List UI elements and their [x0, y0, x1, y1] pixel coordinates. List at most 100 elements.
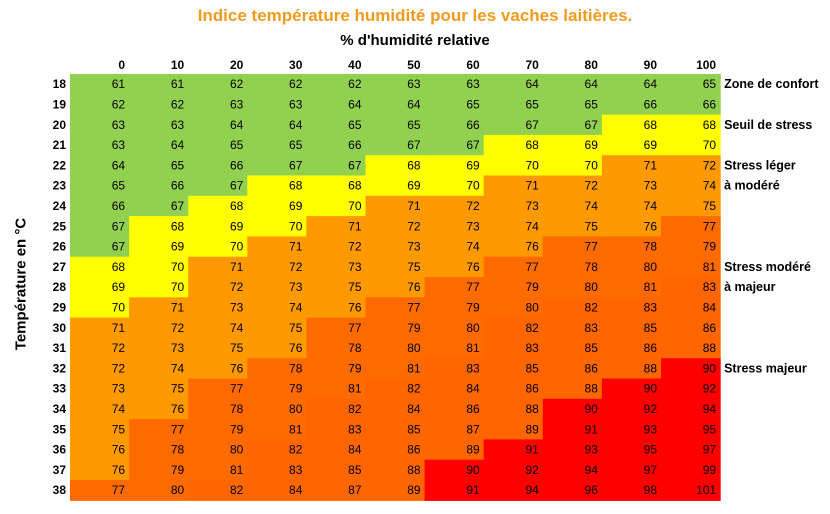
row-header: 24 — [53, 199, 67, 213]
cell-value: 83 — [466, 361, 480, 375]
cell-value: 66 — [703, 97, 717, 111]
heatmap-cell — [483, 358, 544, 380]
cell-value: 77 — [112, 483, 126, 497]
heatmap-cell — [247, 358, 307, 380]
cell-value: 67 — [289, 158, 303, 172]
cell-value: 83 — [348, 422, 362, 436]
row-header: 25 — [53, 219, 67, 233]
heatmap-cell — [247, 480, 307, 501]
cell-value: 82 — [230, 483, 244, 497]
cell-value: 64 — [348, 97, 362, 111]
heatmap-cell — [542, 378, 603, 400]
cell-value: 76 — [289, 341, 303, 355]
cell-value: 81 — [289, 422, 303, 436]
cell-value: 68 — [348, 179, 362, 193]
column-header: 70 — [525, 58, 539, 72]
heatmap-cell — [129, 114, 189, 136]
heatmap-cell — [129, 195, 189, 217]
cell-value: 72 — [230, 280, 244, 294]
heatmap-cell — [188, 195, 248, 217]
cell-value: 64 — [585, 77, 599, 91]
cell-value: 97 — [644, 463, 658, 477]
cell-value: 77 — [585, 240, 599, 254]
heatmap-cell — [188, 277, 248, 298]
heatmap-cell — [129, 297, 189, 319]
cell-value: 74 — [525, 219, 539, 233]
cell-value: 79 — [289, 382, 303, 396]
cell-value: 88 — [525, 402, 539, 416]
heatmap-cell — [247, 317, 307, 339]
column-header: 40 — [348, 58, 362, 72]
cell-value: 73 — [112, 382, 126, 396]
heatmap-cell — [188, 459, 248, 481]
heatmap-cell — [424, 317, 485, 339]
cell-value: 74 — [466, 240, 480, 254]
heatmap-cell — [306, 459, 367, 481]
row-header: 19 — [53, 97, 67, 111]
heatmap-cell — [129, 74, 189, 95]
heatmap-cell — [424, 277, 485, 298]
cell-value: 63 — [112, 118, 126, 132]
cell-value: 91 — [585, 422, 599, 436]
cell-value: 78 — [171, 443, 185, 457]
cell-value: 69 — [230, 219, 244, 233]
cell-value: 93 — [585, 443, 599, 457]
heatmap-cell — [365, 439, 426, 461]
cell-value: 86 — [585, 361, 599, 375]
heatmap-cell — [247, 94, 307, 116]
cell-value: 80 — [466, 321, 480, 335]
heatmap-cell — [70, 114, 130, 136]
cell-value: 75 — [230, 341, 244, 355]
heatmap-cell — [365, 398, 426, 420]
cell-value: 71 — [525, 179, 539, 193]
cell-value: 74 — [230, 321, 244, 335]
cell-value: 76 — [230, 361, 244, 375]
cell-value: 94 — [703, 402, 717, 416]
column-header: 50 — [407, 58, 421, 72]
heatmap-cell — [306, 236, 367, 258]
cell-value: 78 — [585, 260, 599, 274]
cell-value: 67 — [348, 158, 362, 172]
column-header: 90 — [644, 58, 658, 72]
cell-value: 78 — [289, 361, 303, 375]
cell-value: 67 — [171, 199, 185, 213]
cell-value: 75 — [289, 321, 303, 335]
heatmap-cell — [661, 277, 721, 298]
cell-value: 66 — [230, 158, 244, 172]
column-header: 30 — [289, 58, 303, 72]
heatmap-cell — [70, 236, 130, 258]
cell-value: 101 — [696, 483, 716, 497]
heatmap-cell — [70, 74, 130, 95]
column-header: 10 — [171, 58, 185, 72]
column-header: 80 — [585, 58, 599, 72]
heatmap-cell — [247, 216, 307, 237]
heatmap-cell — [483, 175, 544, 197]
cell-value: 86 — [525, 382, 539, 396]
heatmap-cell — [129, 358, 189, 380]
cell-value: 65 — [703, 77, 717, 91]
cell-value: 70 — [525, 158, 539, 172]
heatmap-cell — [424, 480, 485, 501]
heatmap-cell — [365, 378, 426, 400]
cell-value: 75 — [112, 422, 126, 436]
heatmap-cell — [188, 480, 248, 501]
heatmap-cell — [306, 114, 367, 136]
cell-value: 87 — [348, 483, 362, 497]
row-header: 32 — [53, 361, 67, 375]
cell-value: 71 — [289, 240, 303, 254]
cell-value: 82 — [525, 321, 539, 335]
cell-value: 68 — [289, 179, 303, 193]
cell-value: 76 — [112, 463, 126, 477]
heatmap-cell — [542, 337, 603, 359]
heatmap-cell — [542, 277, 603, 298]
heatmap-cell — [247, 175, 307, 197]
heatmap-cell — [483, 155, 544, 177]
cell-value: 72 — [703, 158, 717, 172]
heatmap-cell — [601, 195, 662, 217]
heatmap-cell — [661, 419, 721, 440]
cell-value: 64 — [230, 118, 244, 132]
heatmap-cell — [306, 216, 367, 237]
cell-value: 79 — [466, 300, 480, 314]
heatmap-cell — [661, 256, 721, 278]
